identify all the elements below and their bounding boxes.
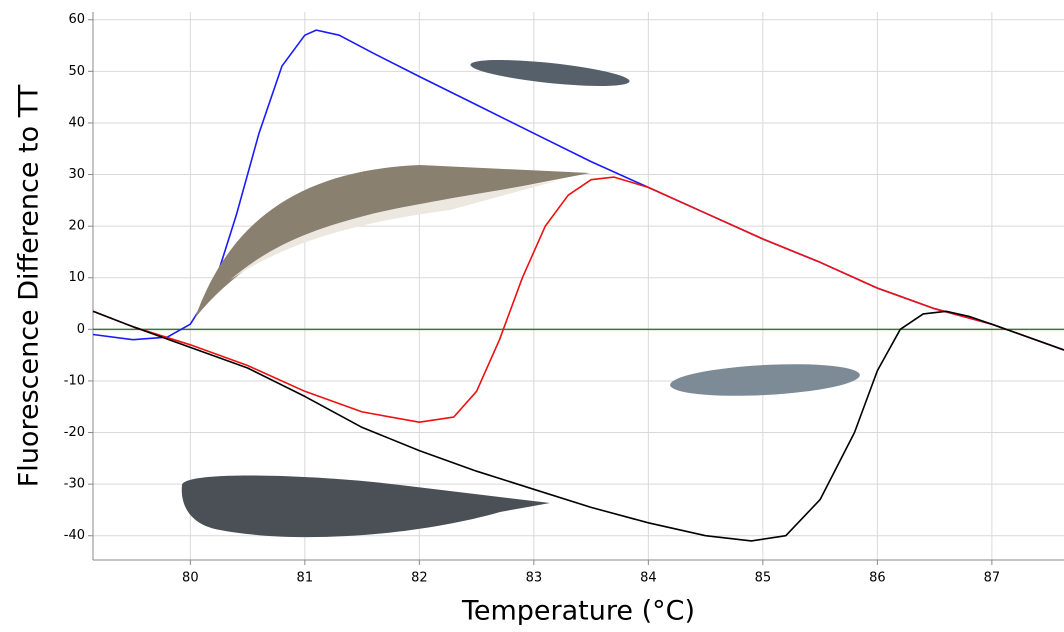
x-tick-label: 85 [755,571,772,586]
y-tick-label: 40 [68,115,85,130]
y-tick-label: -10 [64,373,85,388]
y-tick-label: -40 [64,528,85,543]
sperm-whale-illustration [182,476,550,538]
x-tick-label: 83 [526,571,543,586]
x-axis-title: Temperature (°C) [461,596,695,627]
data-line [93,177,1064,422]
x-tick-label: 87 [984,571,1001,586]
y-tick-label: 60 [68,12,85,27]
dolphin-illustration [469,55,630,92]
x-tick-label: 86 [869,571,886,586]
x-tick-label: 84 [640,571,657,586]
y-tick-label: 0 [77,322,85,337]
y-tick-label: -30 [64,477,85,492]
x-tick-label: 80 [182,571,199,586]
x-tick-label: 81 [297,571,314,586]
y-tick-label: 20 [68,219,85,234]
dolphin-illustration [669,360,860,400]
y-axis-title: Fluorescence Difference to TT [14,84,45,487]
y-tick-label: 50 [68,64,85,79]
y-tick-label: 10 [68,270,85,285]
x-tick-label: 82 [411,571,428,586]
y-tick-label: 30 [68,167,85,182]
y-tick-label: -20 [64,425,85,440]
chart: 80 81 82 83 84 85 86 87 -40 -30 -20 -10 0 10 20 30 40 50 6… [0,0,1064,632]
